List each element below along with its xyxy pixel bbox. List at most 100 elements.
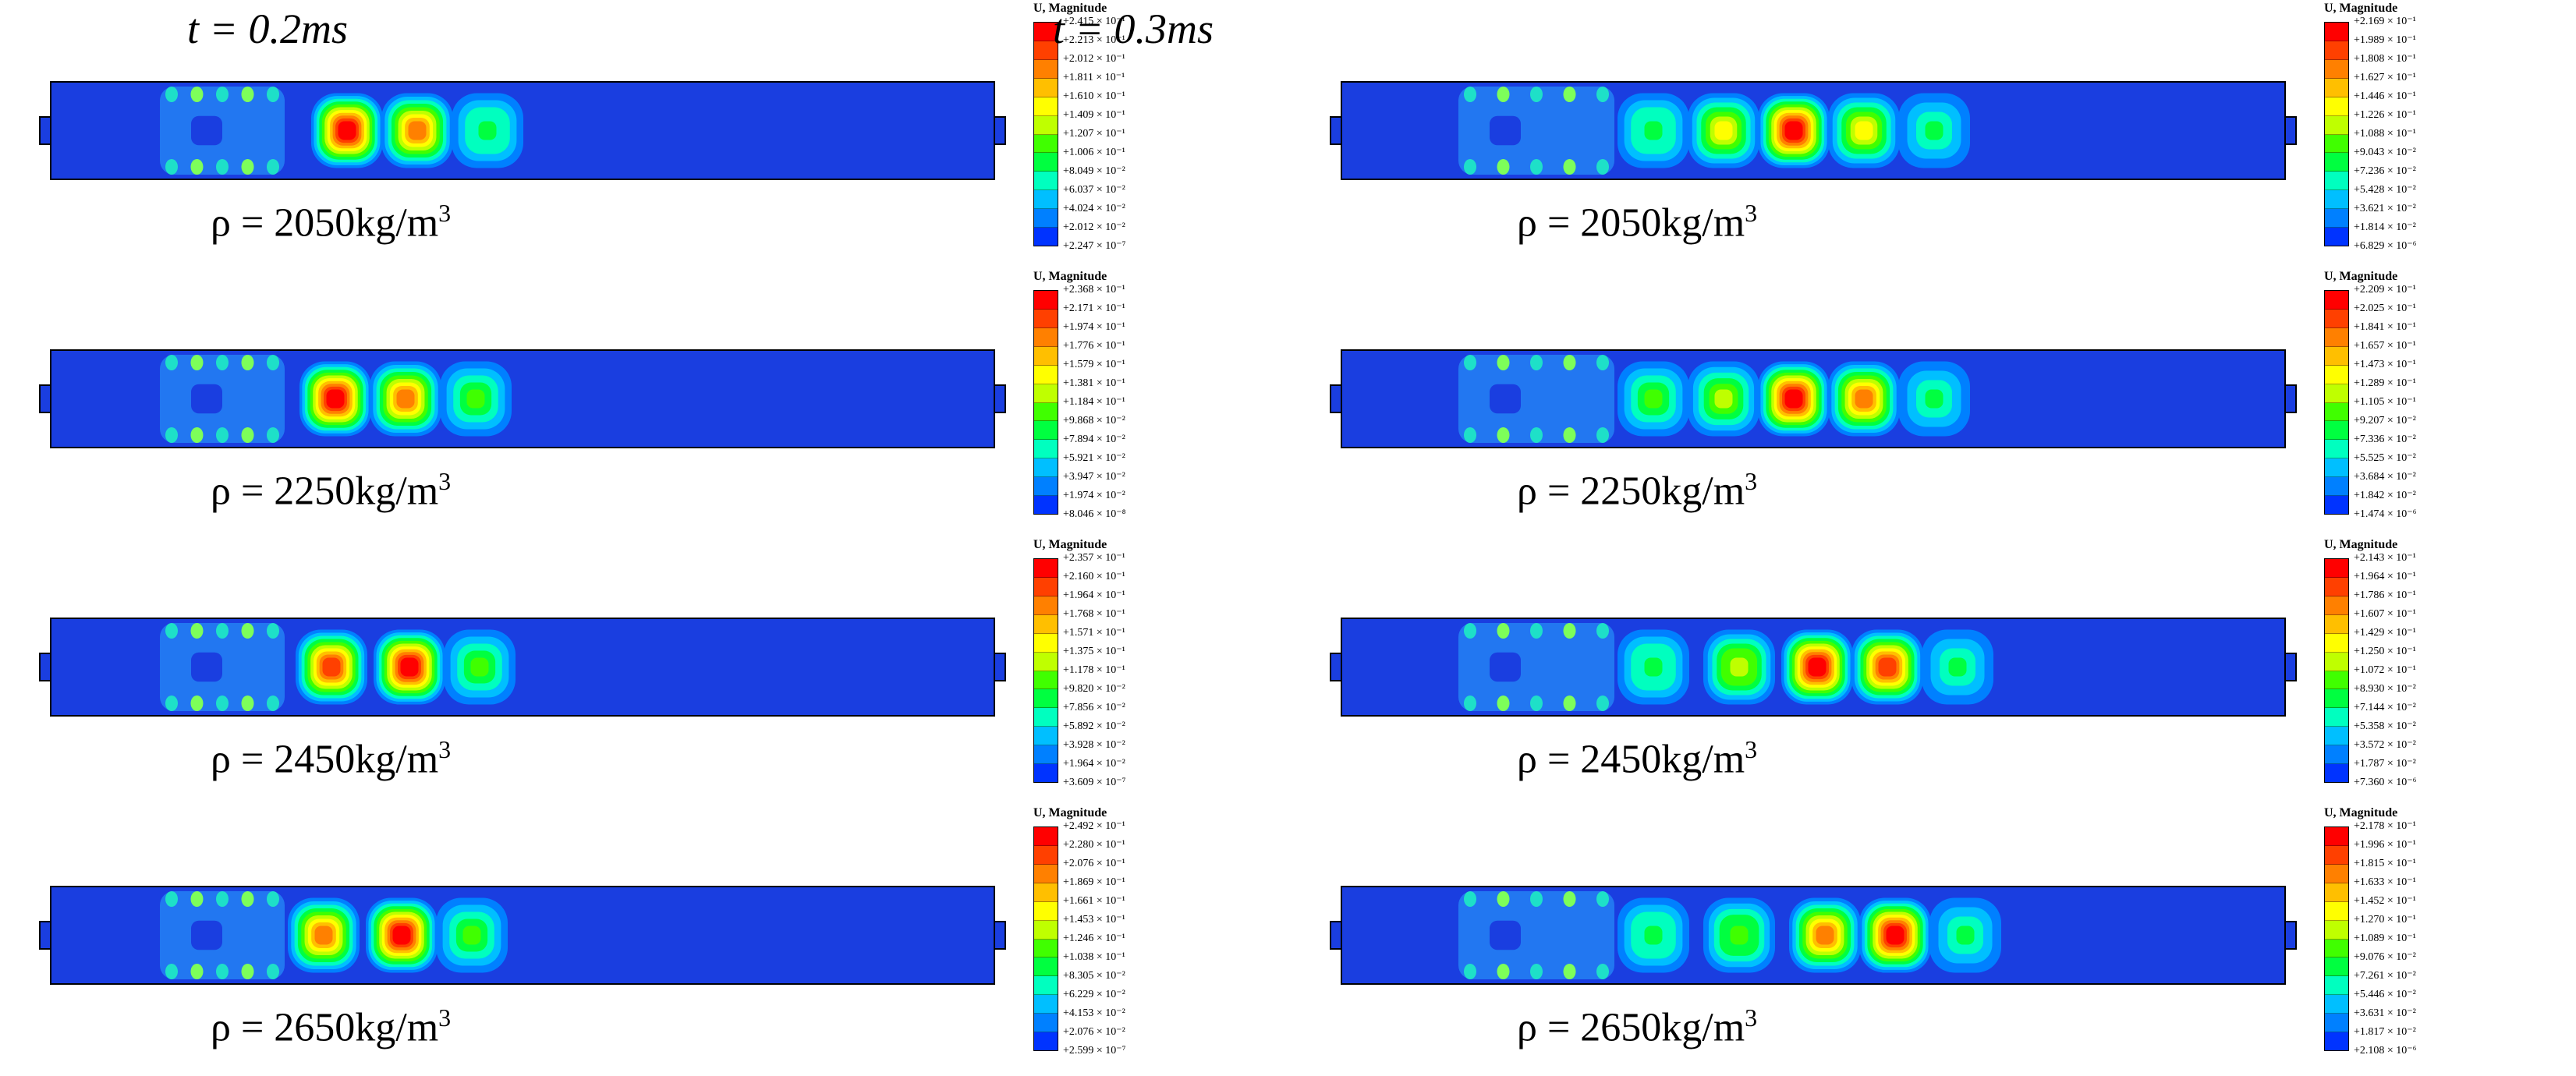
color-legend: U, Magnitude +2.178 × 10⁻¹ +1.996 × 10⁻¹ +1… [2324, 805, 2576, 1070]
displacement-blob [370, 361, 441, 437]
legend-tick-label: +1.089 × 10⁻¹ [2354, 933, 2416, 944]
legend-tick-label: +2.169 × 10⁻¹ [2354, 16, 2416, 27]
beam-end-tab-left [1330, 921, 1342, 950]
legend-tick-label: +1.974 × 10⁻² [1063, 490, 1125, 501]
legend-swatch [2325, 883, 2348, 902]
legend-swatch [1034, 115, 1058, 135]
legend-tick-label: +2.012 × 10⁻¹ [1063, 53, 1125, 65]
displacement-blob [1929, 897, 2001, 973]
legend-tick-label: +8.930 × 10⁻² [2354, 683, 2416, 695]
legend-tick-label: +1.610 × 10⁻¹ [1063, 90, 1125, 102]
legend-swatch [2325, 384, 2348, 403]
legend-tick-label: +9.868 × 10⁻² [1063, 415, 1125, 427]
legend-swatch [1034, 995, 1058, 1014]
legend-swatch [2325, 957, 2348, 977]
legend-swatch [1034, 78, 1058, 97]
legend-swatch [1034, 864, 1058, 883]
beam-outline [1341, 886, 2286, 985]
legend-tick-label: +1.246 × 10⁻¹ [1063, 933, 1125, 944]
legend-tick-label: +1.250 × 10⁻¹ [2354, 646, 2416, 657]
displacement-blob [1828, 93, 1900, 168]
legend-swatch [1034, 845, 1058, 865]
density-label: ρ = 2050kg/m3 [1517, 199, 1757, 246]
legend-swatch [2325, 458, 2348, 478]
legend-swatch [1034, 1032, 1058, 1051]
legend-swatch [1034, 496, 1058, 515]
wave-ripple-region [1458, 623, 1614, 711]
displacement-blob [374, 629, 445, 705]
density-label-exponent: 3 [438, 467, 452, 495]
legend-tick-label: +1.657 × 10⁻¹ [2354, 340, 2416, 352]
legend-tick-list: +2.169 × 10⁻¹ +1.989 × 10⁻¹ +1.808 × 10⁻¹ +… [2354, 16, 2417, 253]
legend-swatch [1034, 97, 1058, 116]
legend-tick-label: +1.474 × 10⁻⁶ [2354, 508, 2417, 520]
legend-color-bar [2324, 22, 2349, 246]
displacement-blob [1618, 897, 1689, 973]
legend-swatch [1034, 291, 1058, 310]
legend-swatch [1034, 327, 1058, 347]
beam-end-tab-left [1330, 116, 1342, 145]
beam-end-tab-right [2284, 116, 2297, 145]
displacement-blob [1618, 629, 1689, 705]
legend-tick-label: +3.684 × 10⁻² [2354, 471, 2416, 483]
contour-panel: ρ = 2050kg/m3 U, Magnitude +2.415 × 10⁻¹ +2… [4, 0, 1291, 269]
legend-tick-label: +1.381 × 10⁻¹ [1063, 377, 1125, 389]
beam-contour-plot [39, 81, 1006, 180]
legend-tick-label: +1.105 × 10⁻¹ [2354, 396, 2416, 408]
legend-tick-list: +2.415 × 10⁻¹ +2.213 × 10⁻¹ +2.012 × 10⁻¹ +… [1063, 16, 1126, 253]
wave-ripple-region [1458, 891, 1614, 979]
legend-swatch [1034, 153, 1058, 172]
displacement-blob [1758, 361, 1830, 437]
legend-swatch [1034, 901, 1058, 921]
density-label: ρ = 2650kg/m3 [211, 1003, 451, 1050]
beam-outline [50, 349, 995, 448]
wave-ripple-region [160, 623, 285, 711]
displacement-blob [1703, 897, 1775, 973]
legend-tick-label: +5.358 × 10⁻² [2354, 720, 2416, 732]
displacement-blob [1851, 629, 1923, 705]
legend-swatch [1034, 827, 1058, 846]
legend-tick-label: +1.964 × 10⁻¹ [1063, 589, 1125, 601]
legend-swatch [2325, 596, 2348, 615]
legend-swatch [2325, 1014, 2348, 1033]
legend-color-bar [1033, 22, 1058, 246]
legend-swatch [1034, 228, 1058, 246]
legend-tick-label: +2.280 × 10⁻¹ [1063, 839, 1125, 851]
beam-end-tab-right [994, 384, 1006, 413]
legend-swatch [1034, 883, 1058, 902]
contour-panel: ρ = 2250kg/m3 U, Magnitude +2.368 × 10⁻¹ +2… [4, 268, 1291, 537]
legend-tick-label: +2.012 × 10⁻² [1063, 221, 1125, 233]
legend-tick-label: +7.336 × 10⁻² [2354, 434, 2416, 445]
legend-swatch [1034, 421, 1058, 441]
legend-swatch [1034, 59, 1058, 79]
legend-swatch [2325, 59, 2348, 79]
legend-swatch [1034, 689, 1058, 709]
beam-outline [50, 886, 995, 985]
beam-outline [50, 81, 995, 180]
displacement-blob [1922, 629, 1993, 705]
legend-tick-label: +1.178 × 10⁻¹ [1063, 664, 1125, 676]
wave-ripple-region [160, 355, 285, 443]
legend-tick-label: +9.043 × 10⁻² [2354, 147, 2416, 158]
displacement-blob [1618, 93, 1689, 168]
contour-panel: ρ = 2650kg/m3 U, Magnitude +2.178 × 10⁻¹ +1… [1295, 805, 2576, 1074]
legend-tick-label: +1.811 × 10⁻¹ [1063, 72, 1125, 83]
legend-swatch [1034, 209, 1058, 228]
legend-title: U, Magnitude [1033, 270, 1107, 283]
legend-swatch [2325, 577, 2348, 596]
legend-swatch [1034, 23, 1058, 41]
legend-tick-label: +9.207 × 10⁻² [2354, 415, 2416, 427]
legend-tick-label: +2.492 × 10⁻¹ [1063, 820, 1125, 832]
beam-end-tab-right [2284, 653, 2297, 681]
legend-tick-label: +2.171 × 10⁻¹ [1063, 303, 1125, 314]
beam-end-tab-left [1330, 384, 1342, 413]
wave-ripple-region [1458, 355, 1614, 443]
displacement-blob [444, 629, 516, 705]
beam-end-tab-right [994, 653, 1006, 681]
legend-swatch [2325, 190, 2348, 210]
density-label-text: ρ = 2650kg/m [1517, 1005, 1745, 1050]
beam-contour-plot [1330, 618, 2297, 717]
displacement-blob [1789, 897, 1861, 973]
legend-swatch [2325, 727, 2348, 746]
displacement-blob [1898, 93, 1970, 168]
